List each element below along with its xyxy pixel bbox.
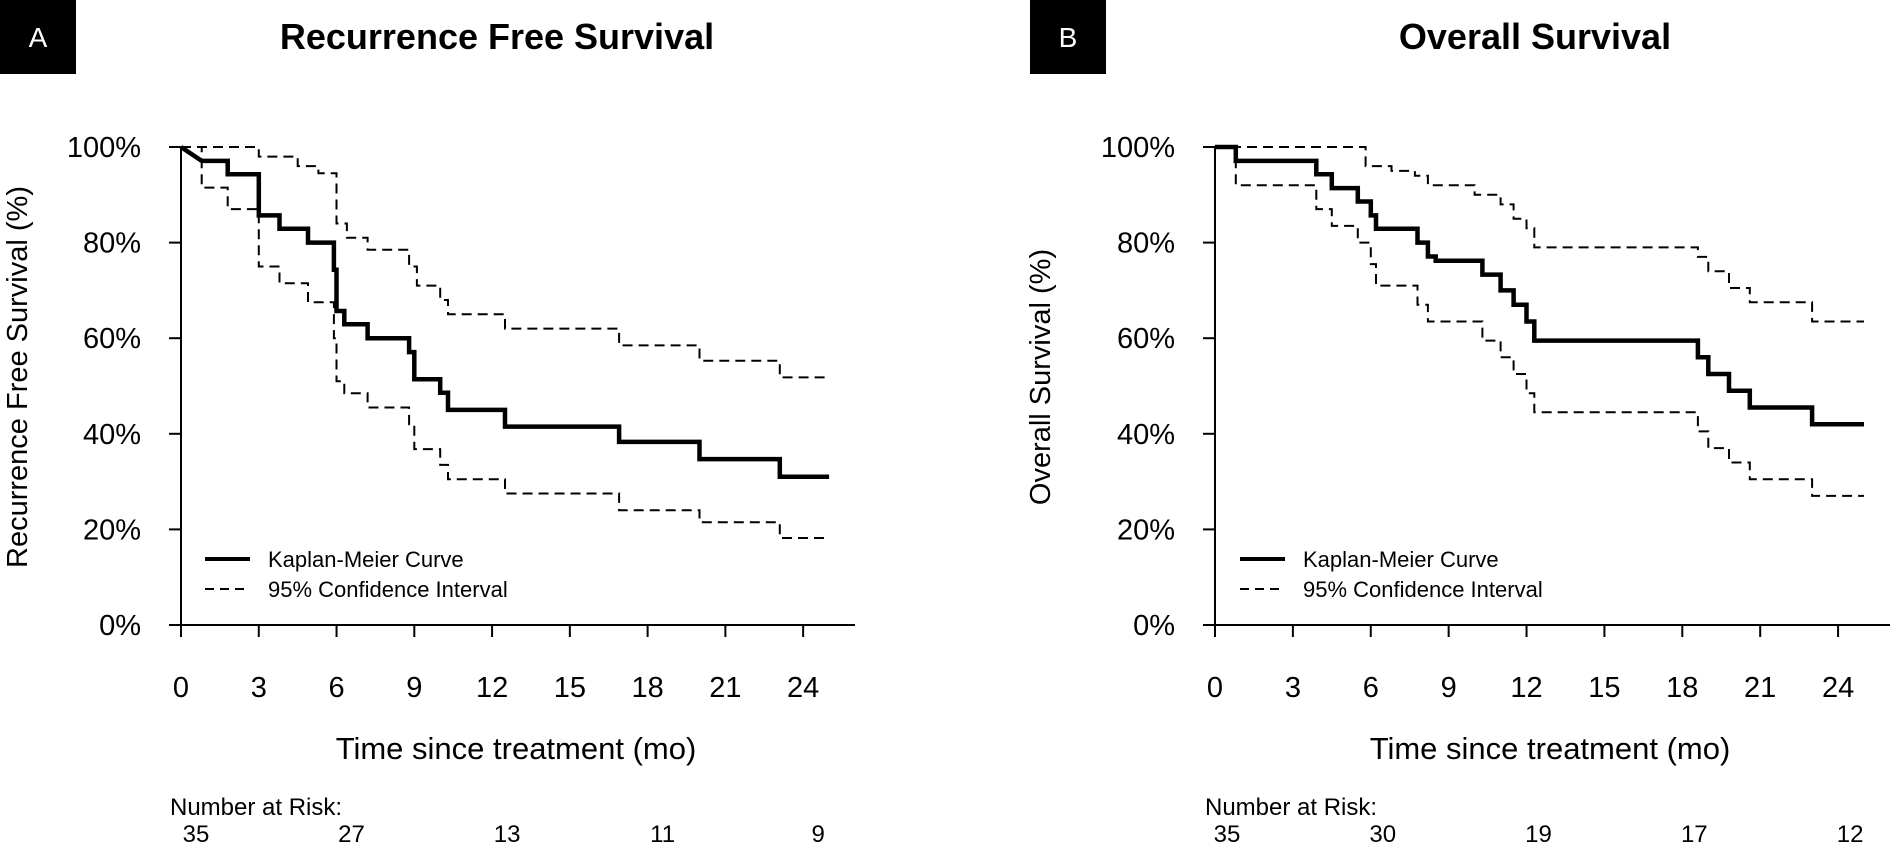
risk-value: 9 <box>811 821 824 843</box>
risk-value: 27 <box>338 821 365 843</box>
number-at-risk-values: 35 30 19 17 12 <box>1214 821 1864 843</box>
legend-km-label: Kaplan-Meier Curve <box>268 547 464 572</box>
confidence-interval-line <box>181 146 830 539</box>
risk-value: 35 <box>1214 821 1241 843</box>
x-tick-label: 0 <box>1207 672 1223 704</box>
panel-letter-box <box>0 0 76 74</box>
panel-a: A Recurrence Free Survival Recurrence Fr… <box>0 0 855 843</box>
x-tick-label: 21 <box>1744 672 1776 704</box>
number-at-risk-values: 35 27 13 11 9 <box>183 821 825 843</box>
legend-km-label: Kaplan-Meier Curve <box>1303 547 1499 572</box>
y-tick-label: 80% <box>83 228 141 260</box>
legend-ci-label: 95% Confidence Interval <box>1303 577 1543 602</box>
confidence-interval-line <box>181 146 830 379</box>
number-at-risk-label: Number at Risk: <box>170 794 342 821</box>
chart-title: Overall Survival <box>1399 16 1671 57</box>
y-axis-label: Recurrence Free Survival (%) <box>2 186 34 568</box>
risk-value: 13 <box>494 821 521 843</box>
y-tick-label: 60% <box>83 323 141 355</box>
y-tick-label: 40% <box>83 419 141 451</box>
panel-letter-box <box>1030 0 1106 74</box>
risk-value: 35 <box>183 821 210 843</box>
x-tick-label: 3 <box>251 672 267 704</box>
panel-b: B Overall Survival Overall Survival (%) … <box>1025 0 1890 843</box>
chart-title: Recurrence Free Survival <box>280 16 714 57</box>
y-tick-label: 0% <box>99 610 141 642</box>
risk-value: 17 <box>1681 821 1708 843</box>
y-tick-label: 100% <box>1101 132 1175 164</box>
x-tick-label: 6 <box>1363 672 1379 704</box>
y-axis-label: Overall Survival (%) <box>1025 249 1057 505</box>
x-tick-label: 15 <box>554 672 586 704</box>
risk-value: 11 <box>650 821 675 843</box>
x-tick-label: 0 <box>173 672 189 704</box>
risk-value: 30 <box>1369 821 1396 843</box>
x-tick-label: 24 <box>787 672 819 704</box>
x-tick-label: 12 <box>1510 672 1542 704</box>
x-tick-label: 3 <box>1285 672 1301 704</box>
legend: Kaplan-Meier Curve 95% Confidence Interv… <box>1240 547 1543 602</box>
x-tick-label: 18 <box>1666 672 1698 704</box>
risk-value: 12 <box>1837 821 1864 843</box>
y-tick-label: 40% <box>1117 419 1175 451</box>
x-axis-label: Time since treatment (mo) <box>1370 731 1731 766</box>
x-axis-label: Time since treatment (mo) <box>336 731 697 766</box>
legend: Kaplan-Meier Curve 95% Confidence Interv… <box>205 547 508 602</box>
x-tick-label: 12 <box>476 672 508 704</box>
kaplan-meier-curve <box>1215 144 1864 427</box>
x-tick-label: 6 <box>328 672 344 704</box>
risk-value: 19 <box>1525 821 1552 843</box>
y-tick-label: 20% <box>83 514 141 546</box>
x-tick-label: 9 <box>406 672 422 704</box>
y-tick-label: 0% <box>1133 610 1175 642</box>
x-tick-label: 24 <box>1822 672 1854 704</box>
kaplan-meier-curve <box>179 145 830 480</box>
panel-letter: B <box>1059 22 1078 53</box>
x-tick-label: 15 <box>1588 672 1620 704</box>
x-tick-label: 21 <box>709 672 741 704</box>
y-tick-label: 20% <box>1117 514 1175 546</box>
y-tick-label: 80% <box>1117 228 1175 260</box>
panel-letter: A <box>29 22 48 53</box>
x-tick-label: 18 <box>631 672 663 704</box>
number-at-risk-label: Number at Risk: <box>1205 794 1377 821</box>
x-tick-label: 9 <box>1441 672 1457 704</box>
confidence-interval-line <box>1215 146 1864 323</box>
y-tick-label: 60% <box>1117 323 1175 355</box>
y-tick-label: 100% <box>67 132 141 164</box>
legend-ci-label: 95% Confidence Interval <box>268 577 508 602</box>
confidence-interval-line <box>1215 146 1864 497</box>
